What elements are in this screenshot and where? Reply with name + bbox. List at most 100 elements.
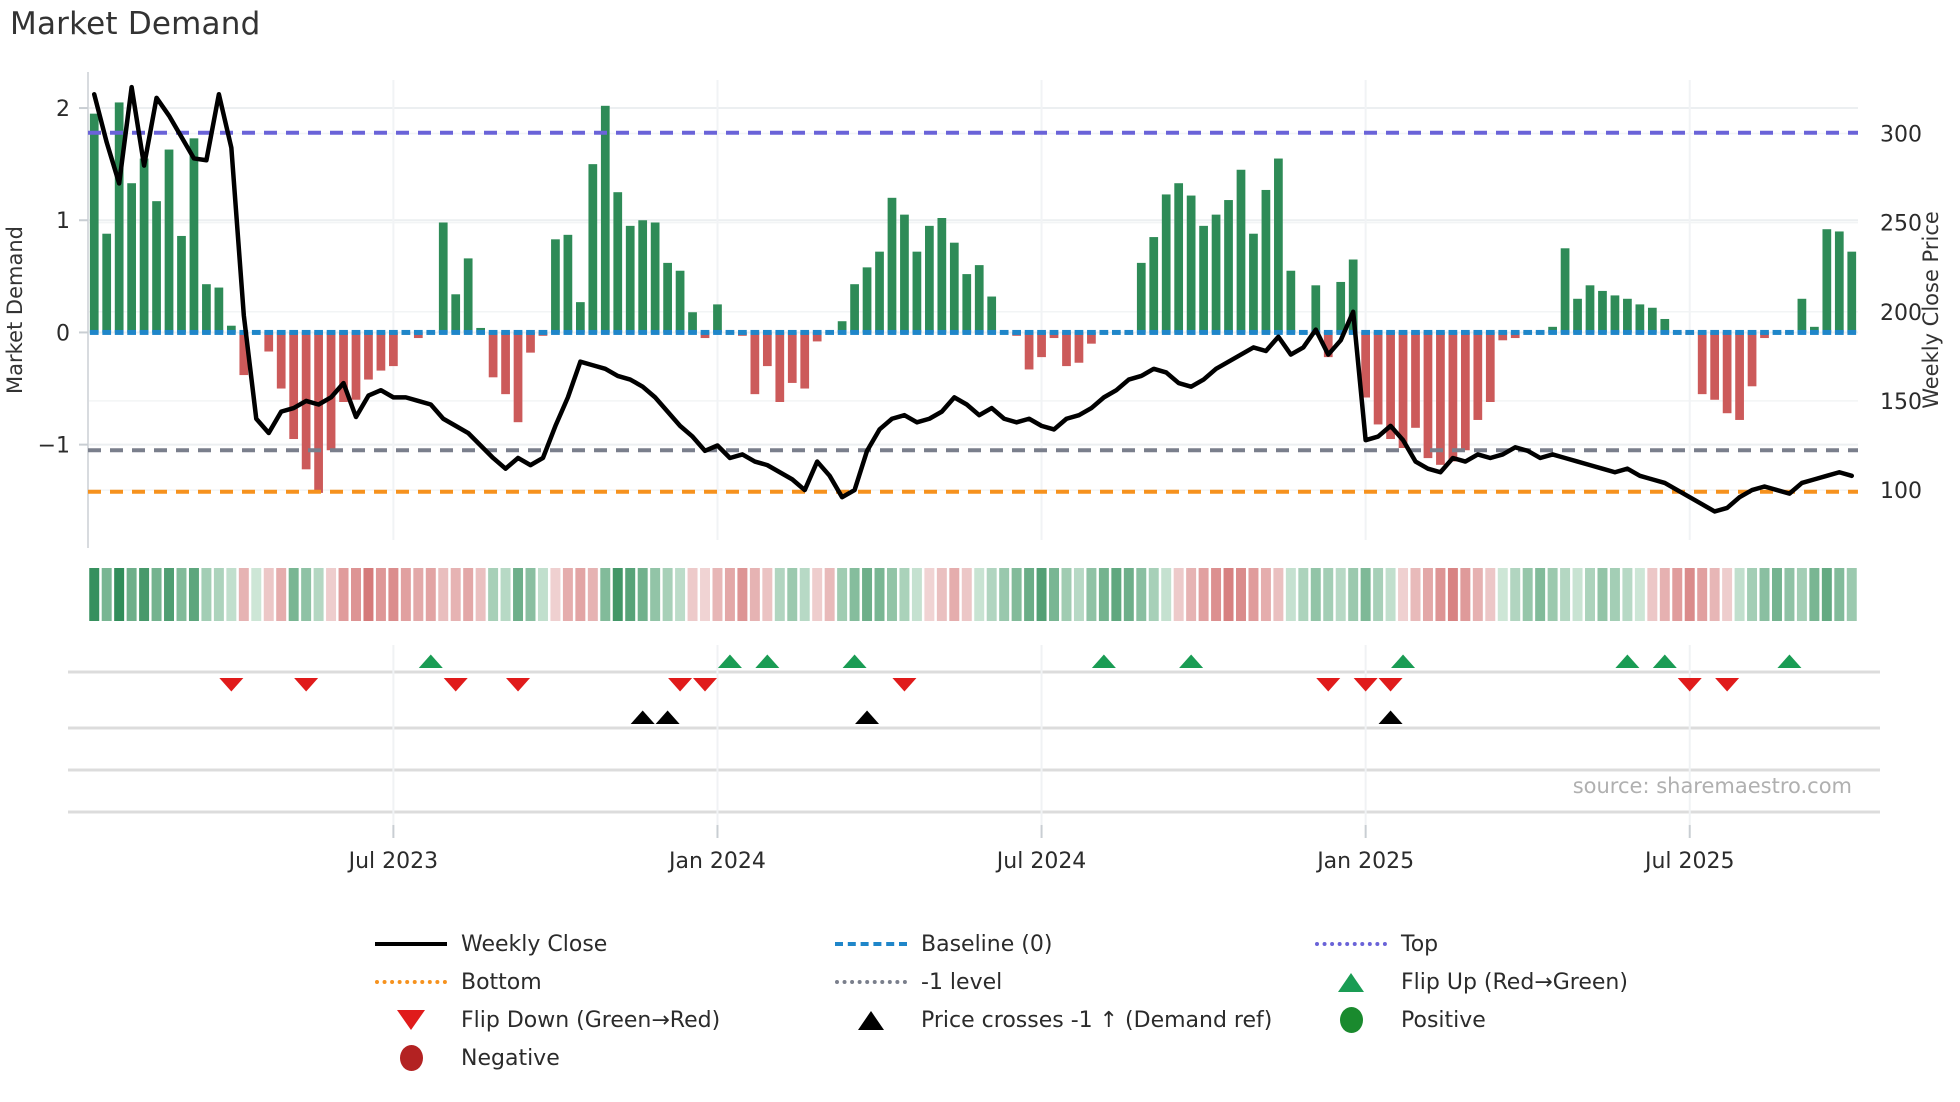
legend-item[interactable]: Bottom: [375, 970, 835, 995]
heatmap-cell: [550, 568, 561, 621]
demand-bar: [364, 332, 373, 380]
heatmap-cell: [1285, 568, 1296, 621]
heatmap-cell: [936, 568, 947, 621]
demand-bar: [875, 251, 884, 333]
heatmap-cell: [986, 568, 997, 621]
heatmap-cell: [1148, 568, 1159, 621]
heatmap-cell: [1373, 568, 1384, 621]
source: source: sharemaestro.com: [1573, 774, 1852, 798]
flip-down-marker: [219, 678, 244, 692]
heatmap-cell: [587, 568, 598, 621]
demand-bar: [1722, 332, 1732, 414]
legend-item[interactable]: Price crosses -1 ↑ (Demand ref): [835, 1008, 1315, 1033]
price-cross-marker: [1378, 710, 1403, 724]
legend-item[interactable]: Top: [1315, 932, 1635, 957]
demand-bar: [1834, 231, 1844, 333]
heatmap-cell: [899, 568, 910, 621]
heatmap-cell: [1647, 568, 1658, 621]
heatmap-cell: [700, 568, 710, 621]
flip-up-marker: [1615, 654, 1640, 668]
heatmap-cell: [1098, 568, 1109, 621]
heatmap-cell: [1410, 568, 1421, 621]
page-title: Market Demand: [10, 6, 261, 42]
heatmap-cell: [1771, 568, 1782, 621]
legend-label: -1 level: [921, 969, 1003, 995]
legend-item[interactable]: Positive: [1315, 1007, 1635, 1033]
legend-item[interactable]: Negative: [375, 1045, 835, 1071]
demand-bar: [588, 164, 598, 333]
demand-bar: [1174, 183, 1184, 333]
axis-ticks: 2 1 0 −1 300 250 200 150 100 Jul 2023 Jan 2024 Jul …: [38, 97, 1922, 874]
event-markers: [219, 654, 1802, 724]
demand-bar: [1710, 332, 1720, 400]
flip-down-marker: [506, 678, 531, 692]
right-tick-label: 200: [1880, 301, 1922, 326]
heatmap-cell: [949, 568, 960, 621]
demand-bar: [451, 294, 461, 333]
demand-bar: [526, 332, 535, 353]
heatmap-cell: [313, 568, 324, 621]
demand-bar: [1049, 332, 1059, 339]
heatmap-cell: [188, 568, 199, 621]
flip-down-marker: [668, 678, 693, 692]
heatmap-cell: [961, 568, 972, 621]
heatmap-cell: [1086, 568, 1097, 621]
heatmap-cell: [326, 568, 337, 621]
legend-item[interactable]: Flip Down (Green→Red): [375, 1008, 835, 1033]
demand-bar: [713, 304, 722, 333]
heatmap-cell: [837, 568, 848, 621]
demand-bar: [239, 332, 249, 376]
heatmap-cell: [1198, 568, 1209, 621]
legend-label: Top: [1401, 931, 1439, 957]
demand-bar: [887, 197, 897, 333]
heatmap-cell: [351, 568, 361, 621]
heatmap-cell: [537, 568, 548, 621]
heatmap-cell: [438, 568, 449, 621]
heatmap-cell: [213, 568, 224, 621]
flip-up-icon: [1338, 972, 1364, 992]
legend-label: Bottom: [461, 969, 542, 995]
heatmap-cell: [1223, 568, 1234, 621]
demand-bar: [1810, 326, 1819, 333]
demand-bar: [1186, 195, 1196, 333]
demand-bar: [139, 158, 149, 333]
legend-label: Baseline (0): [921, 931, 1053, 957]
demand-bar: [1136, 262, 1146, 333]
demand-bar: [762, 332, 772, 367]
heatmap-cell: [1161, 568, 1172, 621]
heatmap-cell: [575, 568, 586, 621]
heatmap-cell: [1260, 568, 1271, 621]
legend-label: Negative: [461, 1045, 560, 1071]
heatmap-cell: [176, 568, 187, 621]
legend-item[interactable]: Baseline (0): [835, 932, 1315, 957]
heatmap-cell: [1497, 568, 1508, 621]
heatmap-cell: [762, 568, 773, 621]
flip-up-marker: [1391, 654, 1416, 668]
heatmap-cell: [1672, 568, 1683, 621]
flip-up-marker: [755, 654, 780, 668]
demand-bar: [1286, 270, 1296, 333]
demand-bar: [314, 332, 323, 493]
demand-bar: [1062, 332, 1071, 367]
minus-one-line-swatch: [835, 980, 907, 984]
legend-item[interactable]: Weekly Close: [375, 932, 835, 957]
heatmap-cell: [375, 568, 386, 621]
heatmap-cell: [1809, 568, 1820, 621]
flip-down-marker: [892, 678, 917, 692]
demand-bar: [1249, 233, 1258, 333]
heatmap-cell: [89, 568, 100, 621]
demand-bar: [1398, 332, 1408, 448]
demand-bar: [463, 258, 473, 333]
demand-bar: [949, 242, 959, 333]
heatmap-cell: [1136, 568, 1147, 621]
legend-item[interactable]: -1 level: [835, 970, 1315, 995]
baseline-swatch: [835, 942, 907, 946]
demand-bar: [1598, 290, 1607, 333]
demand-bar: [1822, 229, 1832, 333]
flip-down-marker: [693, 678, 718, 692]
demand-bar: [152, 201, 161, 333]
legend-item[interactable]: Flip Up (Red→Green): [1315, 970, 1635, 995]
x-tick-label: Jul 2023: [347, 849, 439, 874]
heatmap-cell: [1659, 568, 1670, 621]
demand-bar: [438, 222, 448, 333]
